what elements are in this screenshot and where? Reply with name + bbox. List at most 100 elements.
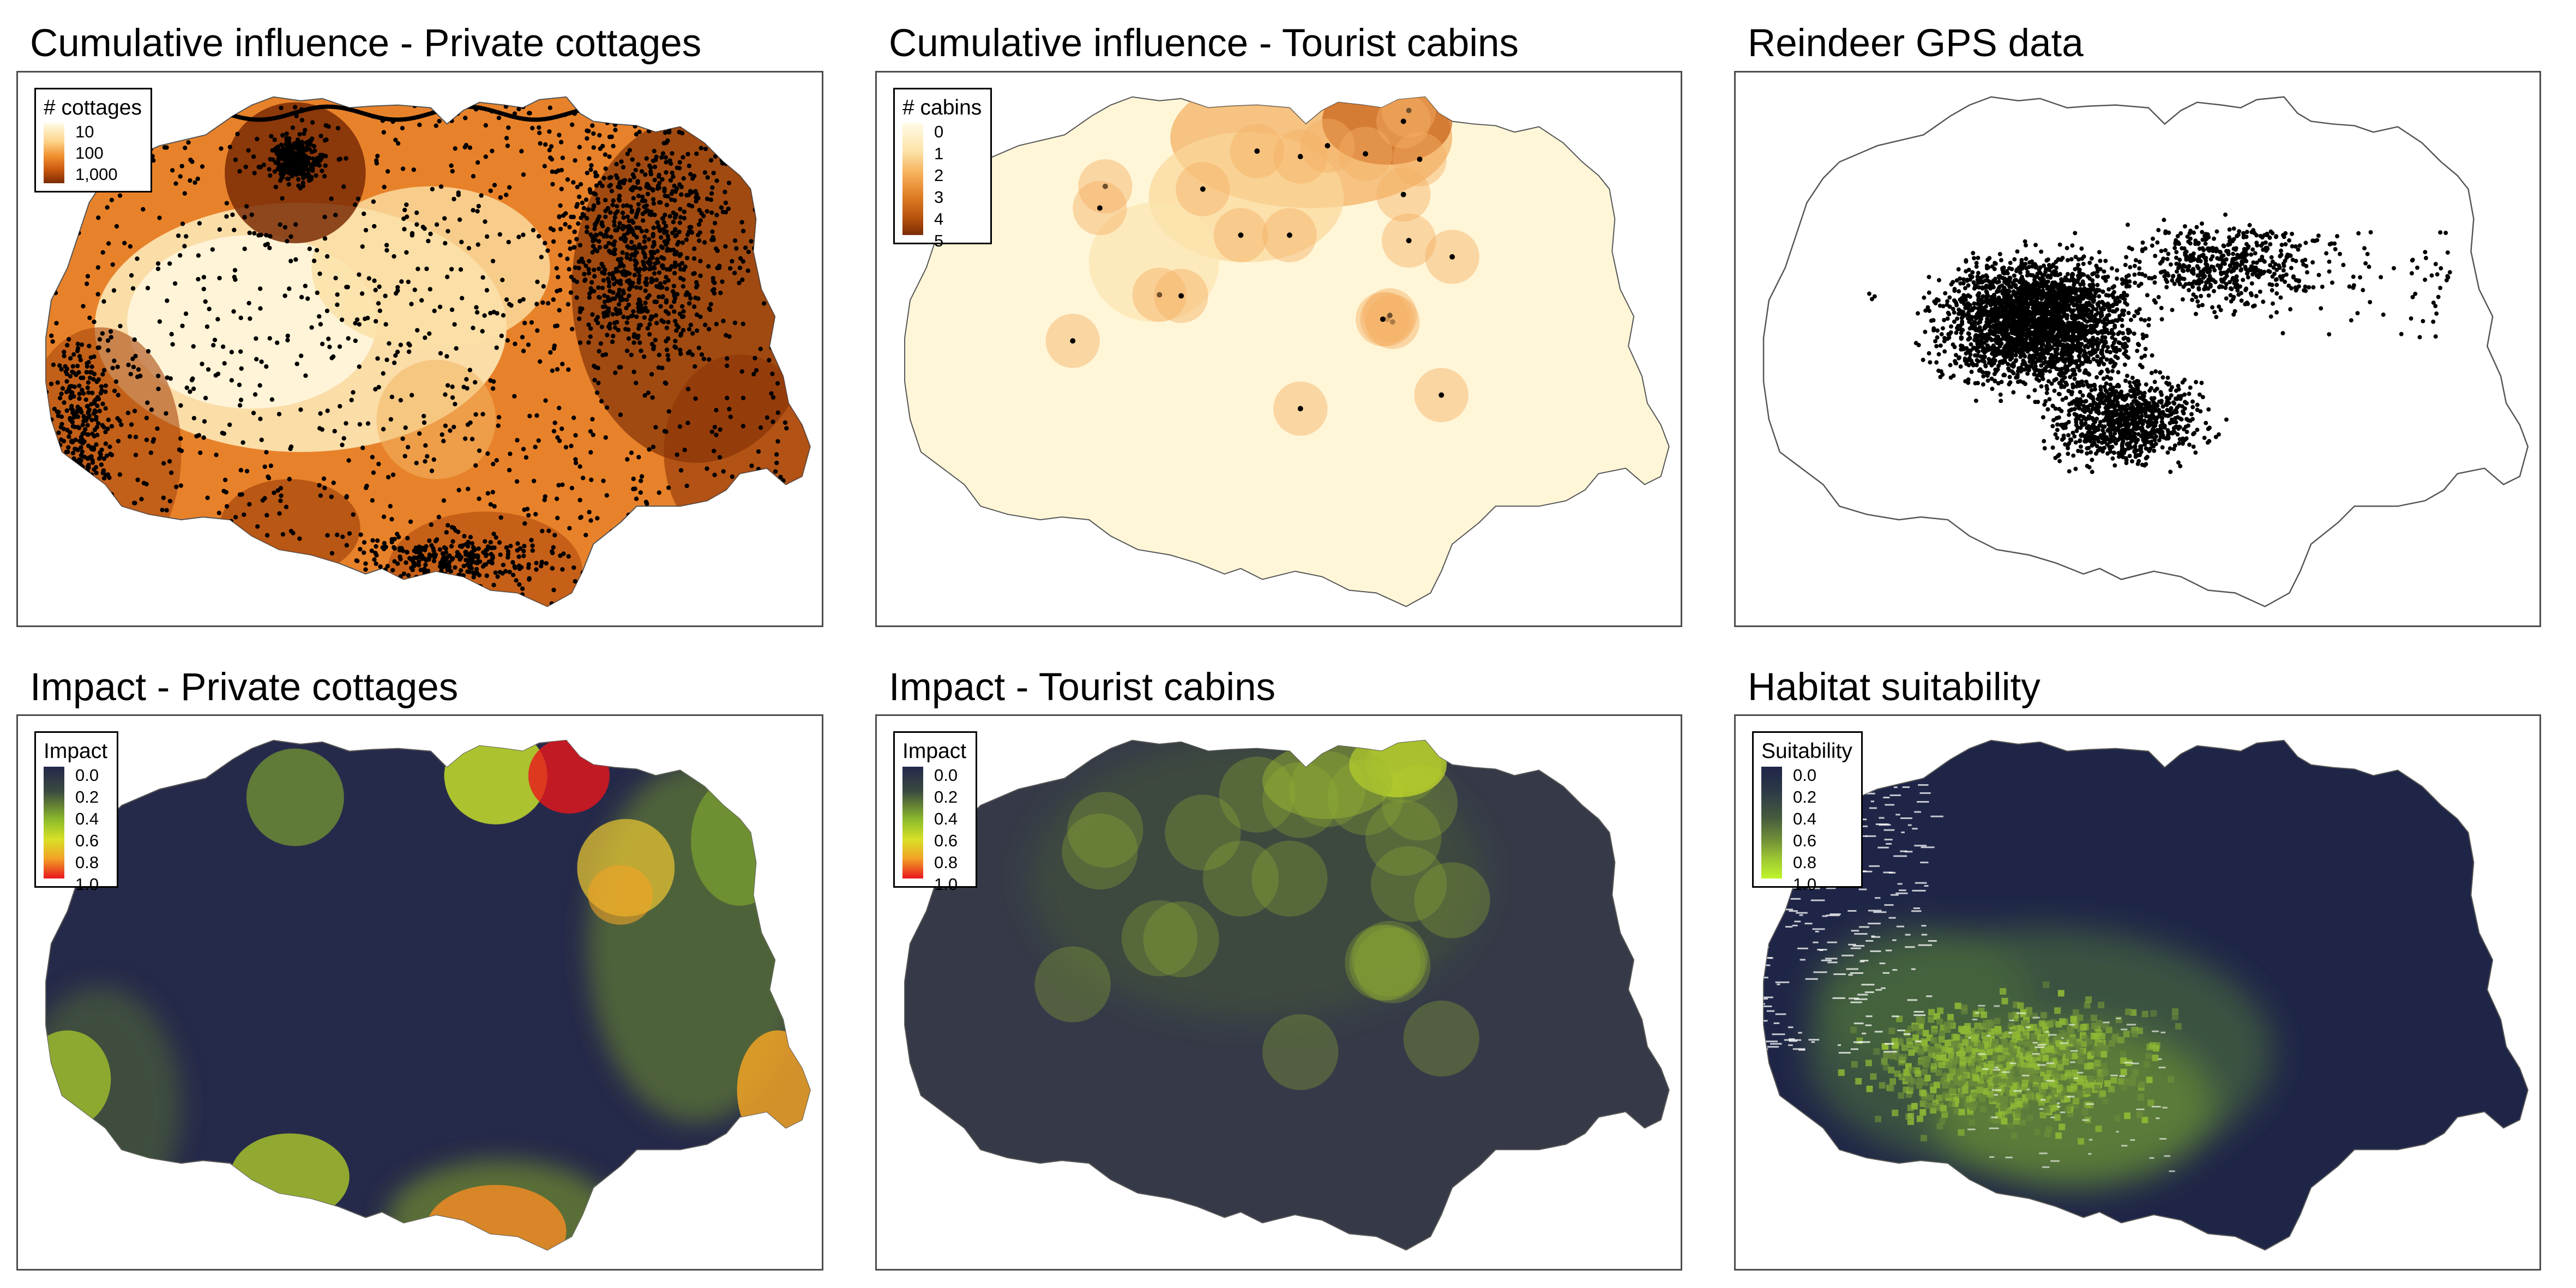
gps-point: [1965, 305, 1970, 310]
cottage-point: [632, 273, 637, 278]
cottage-point: [597, 348, 601, 354]
cottage-point: [593, 192, 598, 197]
cottage-point: [435, 599, 440, 604]
cottage-point: [77, 469, 82, 474]
cottage-point: [267, 245, 272, 250]
gps-point: [1971, 280, 1976, 285]
gps-point: [1936, 278, 1941, 282]
legend-label: 5: [934, 231, 944, 250]
cottage-point: [633, 167, 638, 173]
cottage-point: [694, 328, 700, 333]
cottage-point: [728, 487, 733, 492]
cottage-point: [645, 191, 651, 196]
gps-point: [2115, 268, 2120, 273]
cottage-point: [71, 352, 76, 357]
gps-point: [2103, 276, 2108, 281]
cottage-point: [284, 504, 289, 509]
cottage-point: [611, 276, 616, 281]
cabin-point: [1363, 151, 1369, 157]
cottage-point: [664, 160, 669, 165]
cottage-point: [505, 143, 510, 148]
cottage-point: [725, 395, 730, 400]
cottage-point: [224, 214, 229, 219]
cottage-point: [67, 434, 71, 440]
cottage-point: [201, 275, 207, 280]
cottage-point: [129, 422, 134, 427]
cottage-point: [60, 462, 65, 467]
cottage-point: [678, 215, 683, 220]
cottage-point: [354, 317, 360, 322]
cottage-point: [275, 488, 280, 493]
cottage-point: [453, 401, 458, 407]
cottage-point: [673, 117, 678, 122]
cottage-point: [789, 584, 793, 589]
cottage-point: [648, 172, 653, 177]
gps-point: [1975, 293, 1980, 298]
cottage-point: [774, 460, 779, 466]
map-cottage-influence[interactable]: # cottages 10 100 1,000: [16, 71, 823, 627]
cottage-point: [381, 426, 386, 432]
map-cabin-influence[interactable]: # cabins 0 1 2 3 4 5: [875, 71, 1682, 627]
cottage-point: [647, 260, 652, 265]
cottage-point: [579, 107, 583, 112]
cottage-point: [427, 538, 432, 543]
cottage-point: [665, 233, 670, 239]
cottage-point: [759, 586, 764, 591]
cottage-point: [521, 549, 526, 553]
cottage-point: [603, 152, 608, 157]
cottage-point: [603, 352, 609, 357]
cottage-point: [392, 537, 397, 541]
cottage-point: [767, 498, 772, 503]
cottage-point: [590, 235, 595, 240]
cottage-point: [713, 154, 718, 159]
cottage-point: [429, 574, 434, 579]
cottage-point: [698, 314, 703, 320]
cottage-point: [526, 513, 531, 518]
cottage-point: [619, 598, 624, 604]
cottage-point: [50, 339, 55, 344]
cottage-point: [624, 348, 630, 353]
cottage-point: [248, 316, 252, 321]
cottage-point: [247, 230, 252, 236]
cottage-point: [596, 285, 601, 290]
cottage-point: [86, 409, 91, 414]
cottage-point: [440, 108, 444, 113]
cottage-point: [307, 246, 312, 251]
cottage-point: [196, 432, 202, 438]
cottage-point: [527, 413, 532, 419]
gps-point: [2097, 250, 2102, 255]
gps-point: [2117, 299, 2122, 304]
cottage-point: [642, 252, 647, 257]
cottage-point: [222, 361, 227, 366]
cottage-point: [654, 535, 659, 540]
cottage-point: [461, 104, 466, 109]
gps-point: [2094, 323, 2099, 328]
map-reindeer-gps[interactable]: [1734, 71, 2541, 627]
cottage-point: [437, 564, 443, 569]
gps-point: [2090, 282, 2095, 287]
cottage-point: [422, 567, 427, 571]
cottage-point: [459, 579, 464, 584]
cottage-point: [425, 454, 430, 459]
gps-point: [2038, 265, 2043, 270]
gps-point: [2027, 356, 2032, 360]
cottage-point: [621, 288, 626, 293]
cottage-point: [789, 149, 794, 154]
cottage-point: [52, 406, 57, 412]
cottage-point: [577, 243, 583, 248]
cottage-point: [681, 117, 686, 122]
cottage-point: [530, 125, 535, 131]
cottage-point: [65, 342, 70, 348]
cottage-point: [80, 387, 85, 393]
cottage-point: [613, 306, 618, 311]
cottage-point: [600, 104, 605, 109]
cottage-point: [162, 145, 167, 150]
cottage-point: [431, 591, 436, 595]
cottage-point: [735, 147, 739, 153]
cottage-point: [708, 197, 714, 202]
cottage-point: [651, 444, 656, 449]
cottage-point: [527, 111, 532, 116]
cottage-point: [697, 587, 702, 593]
gps-point: [2077, 368, 2082, 373]
cottage-point: [628, 204, 633, 209]
